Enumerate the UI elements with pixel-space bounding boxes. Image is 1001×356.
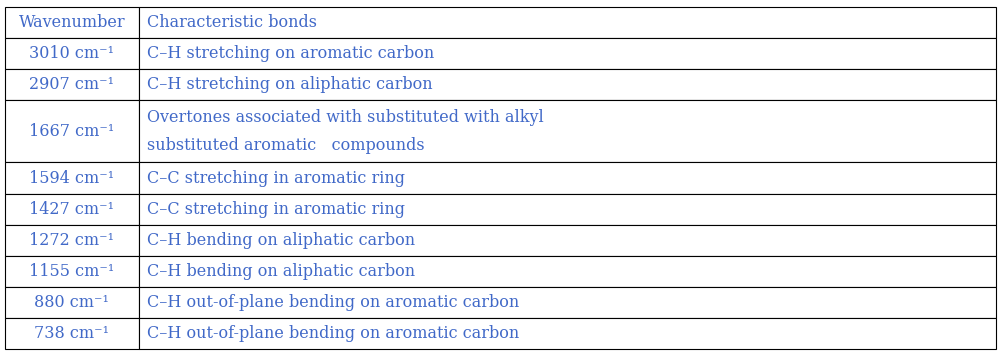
Bar: [139, 256, 996, 287]
Text: 3010 cm⁻¹: 3010 cm⁻¹: [29, 45, 114, 62]
Text: 738 cm⁻¹: 738 cm⁻¹: [34, 325, 109, 342]
Text: C–C stretching in aromatic ring: C–C stretching in aromatic ring: [147, 169, 404, 187]
Bar: [139, 100, 996, 162]
Bar: [5, 100, 139, 162]
Bar: [5, 38, 139, 69]
Text: substituted aromatic   compounds: substituted aromatic compounds: [147, 137, 424, 153]
Bar: [5, 194, 139, 225]
Text: Characteristic bonds: Characteristic bonds: [147, 14, 316, 31]
Text: Wavenumber: Wavenumber: [19, 14, 125, 31]
Bar: [139, 318, 996, 349]
Bar: [5, 318, 139, 349]
Bar: [139, 7, 996, 38]
Text: C–H bending on aliphatic carbon: C–H bending on aliphatic carbon: [147, 232, 415, 248]
Text: 1272 cm⁻¹: 1272 cm⁻¹: [29, 232, 114, 248]
Text: C–H out-of-plane bending on aromatic carbon: C–H out-of-plane bending on aromatic car…: [147, 325, 520, 342]
Text: C–H bending on aliphatic carbon: C–H bending on aliphatic carbon: [147, 263, 415, 280]
Text: 1594 cm⁻¹: 1594 cm⁻¹: [29, 169, 114, 187]
Text: 1427 cm⁻¹: 1427 cm⁻¹: [29, 200, 114, 218]
Text: 2907 cm⁻¹: 2907 cm⁻¹: [29, 76, 114, 93]
Bar: [139, 194, 996, 225]
Text: 1155 cm⁻¹: 1155 cm⁻¹: [29, 263, 114, 280]
Bar: [5, 7, 139, 38]
Text: C–H out-of-plane bending on aromatic carbon: C–H out-of-plane bending on aromatic car…: [147, 294, 520, 311]
Bar: [139, 38, 996, 69]
Bar: [5, 287, 139, 318]
Bar: [5, 69, 139, 100]
Bar: [139, 162, 996, 194]
Text: Overtones associated with substituted with alkyl: Overtones associated with substituted wi…: [147, 109, 544, 126]
Text: 1667 cm⁻¹: 1667 cm⁻¹: [29, 123, 114, 140]
Text: 880 cm⁻¹: 880 cm⁻¹: [34, 294, 109, 311]
Text: C–H stretching on aromatic carbon: C–H stretching on aromatic carbon: [147, 45, 434, 62]
Bar: [139, 69, 996, 100]
Bar: [139, 287, 996, 318]
Text: C–C stretching in aromatic ring: C–C stretching in aromatic ring: [147, 200, 404, 218]
Text: C–H stretching on aliphatic carbon: C–H stretching on aliphatic carbon: [147, 76, 432, 93]
Bar: [5, 162, 139, 194]
Bar: [139, 225, 996, 256]
Bar: [5, 256, 139, 287]
Bar: [5, 225, 139, 256]
